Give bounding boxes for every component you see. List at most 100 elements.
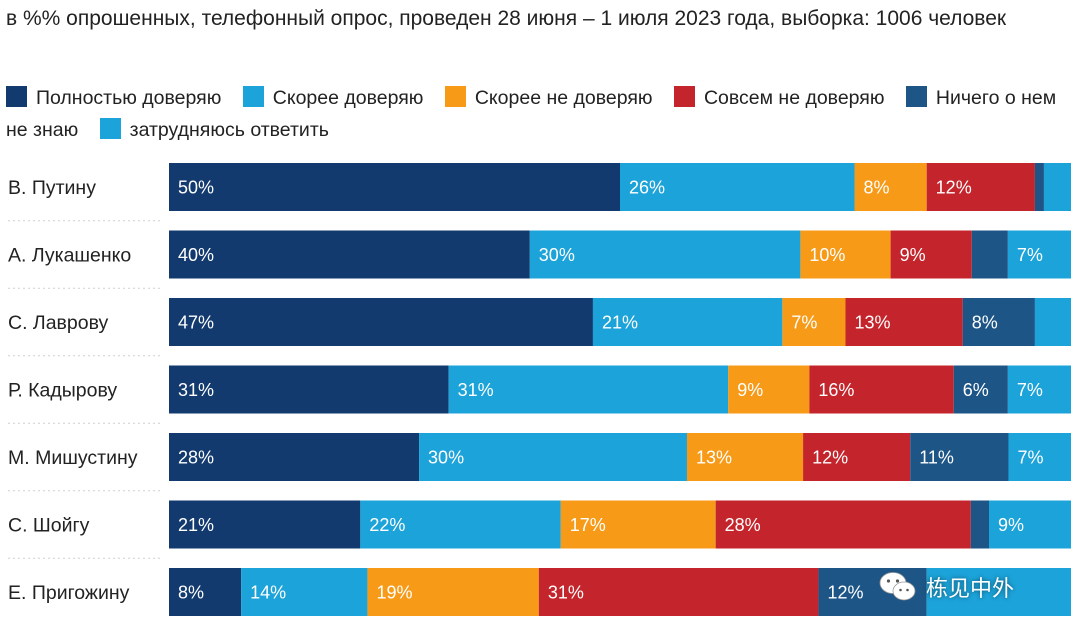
legend-item: затрудняюсь ответить	[99, 118, 329, 141]
bar-segment	[360, 500, 561, 549]
bar-segment	[803, 433, 911, 481]
data-label: 13%	[855, 313, 891, 333]
bar-segment	[686, 433, 804, 481]
bar-segment	[560, 500, 716, 549]
data-label: 21%	[602, 313, 638, 333]
legend-label: Скорее не доверяю	[474, 87, 653, 109]
bar-segment	[169, 568, 242, 616]
data-label: 7%	[1017, 245, 1043, 265]
bar-segment	[926, 163, 1035, 211]
bar-segment	[1043, 163, 1071, 211]
bar-segment	[169, 298, 593, 346]
legend-item: Скорее доверяю	[242, 86, 424, 109]
bar-segment	[1007, 230, 1071, 279]
bar-segment	[1008, 433, 1071, 481]
bar-segment	[169, 500, 361, 549]
legend-item: Совсем не доверяю	[673, 86, 885, 109]
bar-segment	[620, 163, 855, 211]
data-label: 28%	[178, 448, 214, 468]
data-label: 8%	[972, 313, 998, 333]
bar-segment	[854, 163, 927, 211]
data-label: 19%	[376, 583, 412, 603]
bar-segment	[971, 230, 1008, 279]
legend-label: Совсем не доверяю	[703, 87, 885, 109]
bar-segment	[419, 433, 687, 481]
row-label: С. Лаврову	[8, 312, 109, 334]
bar-segment	[989, 500, 1071, 549]
row-label: Е. Пригожину	[8, 582, 130, 604]
data-label: 12%	[812, 448, 848, 468]
data-label: 31%	[178, 380, 214, 400]
data-label: 11%	[919, 448, 954, 468]
data-label: 16%	[818, 380, 854, 400]
data-label: 10%	[809, 245, 845, 265]
data-label: 14%	[250, 583, 286, 603]
bar-segment	[169, 365, 449, 414]
bar-segment	[800, 230, 891, 279]
legend-swatch	[673, 86, 695, 107]
data-label: 17%	[570, 515, 606, 535]
data-label: 8%	[864, 178, 890, 198]
legend-swatch	[242, 86, 264, 107]
row-label: М. Мишустину	[8, 447, 138, 469]
bar-segment	[1007, 365, 1071, 414]
bar-segment	[367, 568, 539, 616]
bar-segment	[592, 298, 783, 346]
data-label: 40%	[178, 245, 214, 265]
bar-segment	[1034, 298, 1071, 346]
bar-segment	[809, 365, 954, 414]
data-label: 31%	[548, 583, 584, 603]
data-label: 22%	[369, 515, 405, 535]
legend-item: Полностью доверяю	[6, 86, 222, 109]
bar-segment	[953, 365, 1008, 414]
data-label: 9%	[998, 515, 1024, 535]
bar-segment	[782, 298, 846, 346]
legend-item: Скорее не доверяю	[444, 86, 653, 109]
bar-segment	[448, 365, 729, 414]
bar-segment	[1034, 163, 1044, 211]
legend-swatch	[99, 118, 121, 139]
bar-segment	[169, 433, 420, 481]
data-label: 9%	[900, 245, 926, 265]
data-label: 12%	[936, 178, 972, 198]
bar-segment	[728, 365, 810, 414]
bar-segment	[169, 163, 620, 211]
data-label: 28%	[725, 515, 761, 535]
watermark-text: 栋见中外	[926, 577, 1015, 602]
chart-subtitle: в %% опрошенных, телефонный опрос, прове…	[6, 7, 1007, 30]
bar-segment	[538, 568, 819, 616]
data-label: 12%	[827, 583, 863, 603]
data-label: 7%	[791, 313, 817, 333]
bar-segment	[845, 298, 963, 346]
legend-swatch	[905, 86, 927, 107]
legend-label: затрудняюсь ответить	[129, 119, 329, 141]
row-label: В. Путину	[8, 177, 96, 199]
bar-segment	[169, 230, 530, 279]
data-label: 31%	[458, 380, 494, 400]
data-label: 7%	[1017, 448, 1043, 468]
data-label: 21%	[178, 515, 214, 535]
legend-label: Скорее доверяю	[272, 87, 424, 109]
bar-segment	[241, 568, 368, 616]
data-label: 30%	[428, 448, 464, 468]
data-label: 47%	[178, 313, 214, 333]
data-label: 13%	[696, 448, 732, 468]
data-label: 7%	[1017, 380, 1043, 400]
legend-item: Ничего о нем не знаю	[6, 86, 1057, 141]
bar-segment	[715, 500, 971, 549]
chart-legend: Полностью доверяю Скорее доверяю Скорее …	[6, 82, 1076, 146]
data-label: 30%	[539, 245, 575, 265]
data-label: 8%	[178, 583, 204, 603]
bar-segment	[529, 230, 801, 279]
bar-segment	[910, 433, 1009, 481]
bar-segment	[962, 298, 1035, 346]
data-label: 6%	[963, 380, 989, 400]
watermark: 栋见中外	[878, 568, 1014, 606]
legend-label: Ничего о нем не знаю	[6, 87, 1057, 141]
bar-segment	[890, 230, 972, 279]
legend-label: Полностью доверяю	[36, 87, 222, 109]
wechat-icon	[879, 572, 916, 601]
row-label: А. Лукашенко	[8, 245, 131, 267]
data-label: 9%	[737, 380, 763, 400]
